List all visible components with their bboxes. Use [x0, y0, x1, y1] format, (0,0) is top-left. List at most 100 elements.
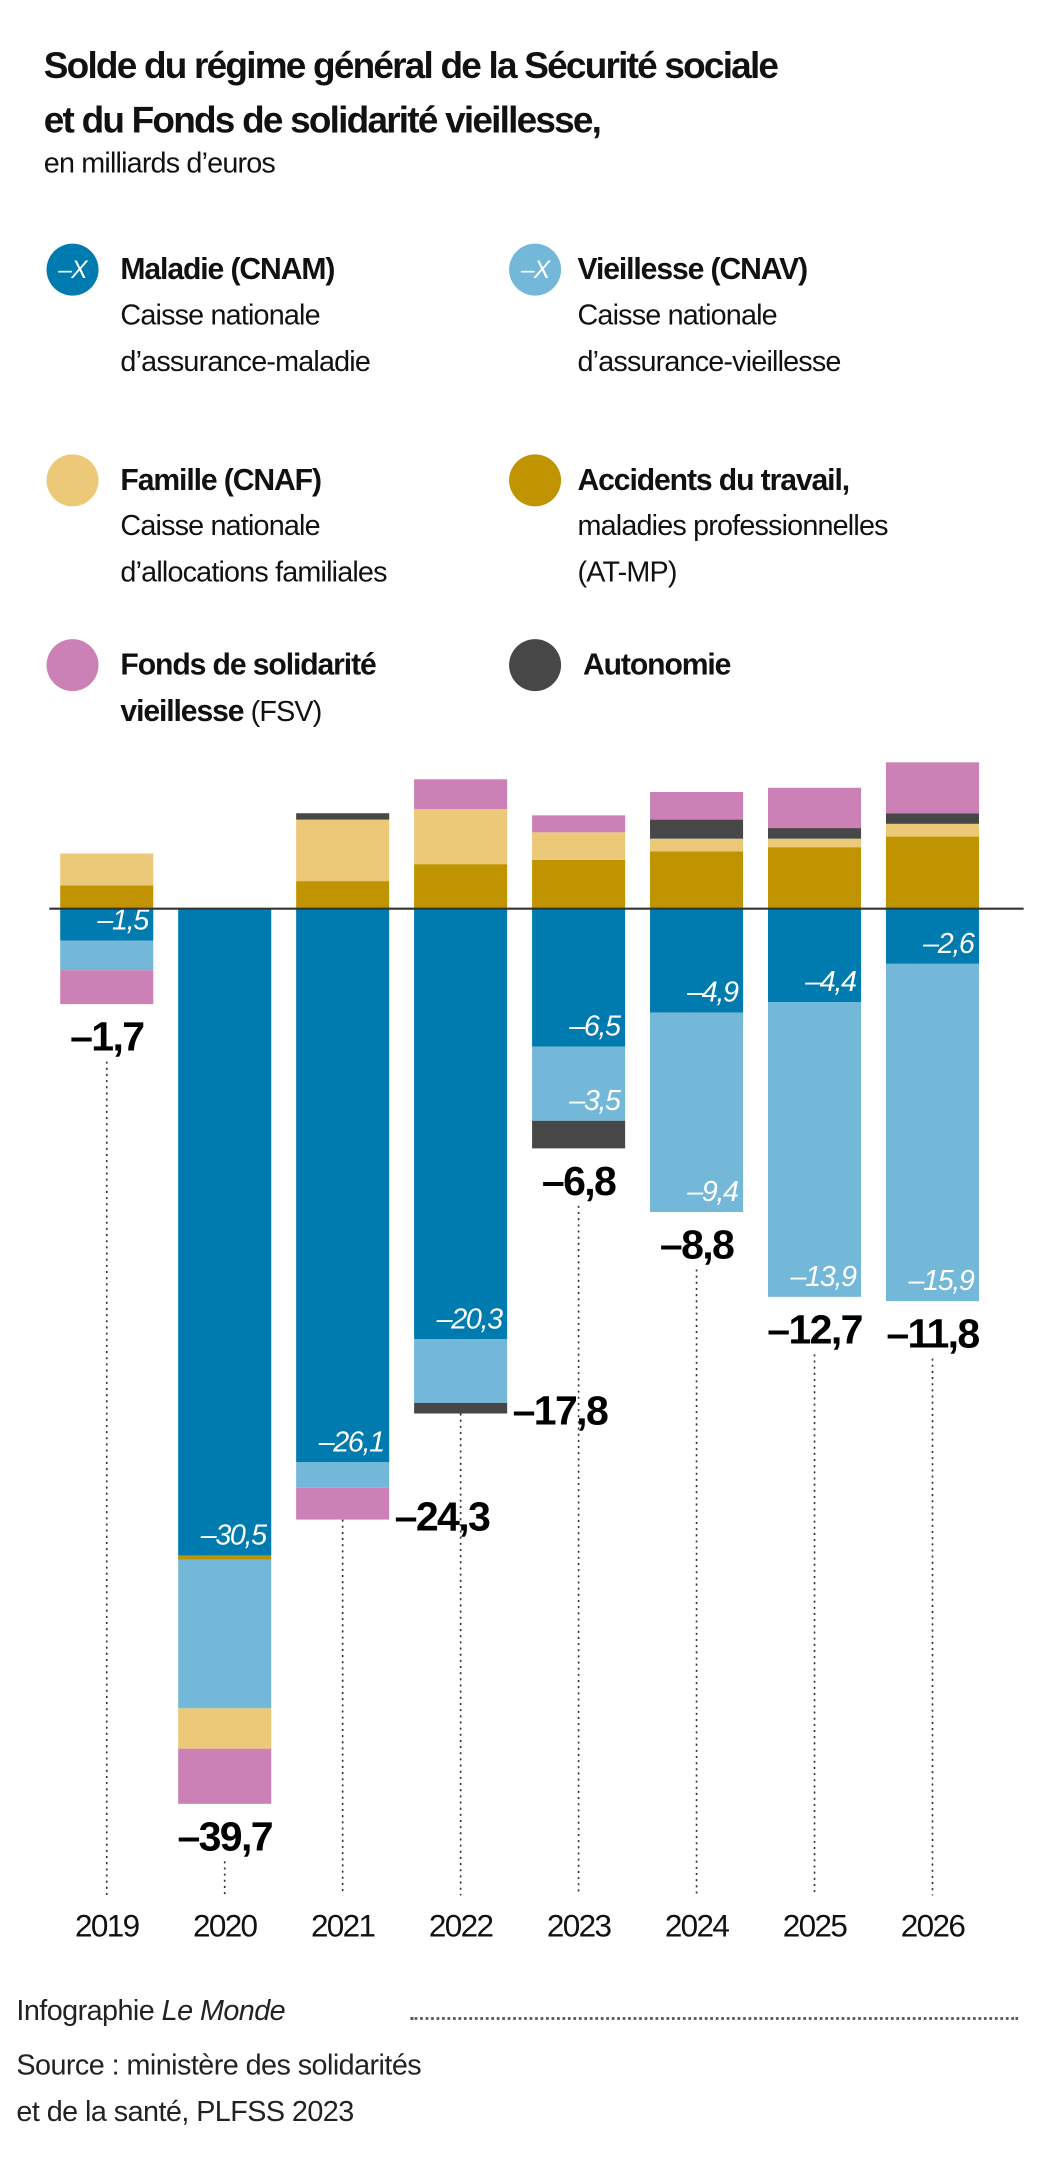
- bar-segment-fsv-2024: [650, 792, 744, 820]
- x-tick-label-2021: 2021: [311, 1908, 375, 1943]
- bar-segment-cnav-2019: [60, 940, 154, 971]
- bar-segment-fsv-2020: [178, 1748, 272, 1804]
- chart-subtitle: en milliards d’euros: [43, 147, 276, 180]
- bar-segment-fsv-2025: [767, 787, 862, 829]
- atmp-swatch-icon: [509, 454, 562, 507]
- bar-segment-auto-2025: [767, 828, 862, 839]
- autonomie-swatch-icon: [509, 639, 562, 692]
- title-line-1: Solde du régime général de la Sécurité s…: [43, 45, 779, 87]
- fsv-swatch-icon: [46, 639, 99, 692]
- bar-segment-auto-2023: [532, 1120, 626, 1149]
- bar-segment-cnaf-2024: [650, 838, 744, 852]
- legend-desc: Caisse nationale: [120, 510, 320, 542]
- segment-label-cnam-2026: –2,6: [922, 928, 975, 960]
- credit: Infographie Le Monde: [16, 1995, 285, 2028]
- cnam-swatch-icon: –X: [46, 243, 99, 296]
- bar-segment-cnam-2020: [178, 908, 272, 1556]
- segment-label-cnam-2019: –1,5: [96, 905, 150, 937]
- bar-segment-cnam-2022: [414, 908, 508, 1340]
- legend-label: Maladie (CNAM): [120, 251, 335, 287]
- bar-segment-cnav-2022: [414, 1339, 508, 1403]
- total-label-2021: –24,3: [395, 1494, 490, 1540]
- segment-label-cnam-2021: –26,1: [318, 1426, 384, 1458]
- bar-segment-cnav-2023: [532, 1046, 626, 1121]
- segment-label-cnav-2024: –9,4: [686, 1176, 738, 1208]
- segment-label-cnav-2026: –15,9: [908, 1265, 975, 1297]
- bar-segment-cnaf-2025: [767, 838, 862, 848]
- source-line-2: et de la santé, PLFSS 2023: [16, 2096, 354, 2129]
- cnaf-swatch-icon: [46, 454, 99, 507]
- total-label-2026: –11,8: [886, 1311, 979, 1357]
- bar-segment-cnaf-2023: [532, 832, 626, 860]
- bar-segment-cnaf-2020: [178, 1708, 272, 1749]
- legend-label: Vieillesse (CNAV): [577, 251, 809, 287]
- x-tick-label-2024: 2024: [665, 1908, 730, 1943]
- legend-label: Famille (CNAF): [120, 462, 322, 497]
- x-tick-label-2025: 2025: [783, 1908, 848, 1943]
- legend-item-cnaf: Famille (CNAF) Caisse nationale d’alloca…: [46, 454, 387, 597]
- total-label-2019: –1,7: [70, 1014, 144, 1060]
- bar-segment-atmp-2026: [885, 836, 980, 909]
- bar-segment-cnam-2025: [767, 908, 862, 1003]
- bar-segment-cnaf-2022: [414, 808, 508, 865]
- segment-label-cnam-2023: –6,5: [568, 1011, 622, 1043]
- bar-segment-cnav-2021: [296, 1462, 390, 1488]
- bar-segment-cnam-2026: [885, 908, 980, 964]
- bar-segment-cnaf-2026: [885, 823, 980, 837]
- segment-label-cnam-2025: –4,4: [804, 966, 856, 998]
- legend-label: vieillesse: [120, 693, 244, 729]
- bar-segment-auto-2026: [885, 813, 980, 824]
- chart-title: Solde du régime général de la Sécurité s…: [44, 38, 1043, 147]
- total-label-2024: –8,8: [660, 1222, 734, 1268]
- legend-label: Fonds de solidarité: [120, 647, 376, 682]
- total-label-2022: –17,8: [513, 1387, 608, 1433]
- bar-segment-atmp-2020: [178, 1555, 272, 1560]
- legend-label: Accidents du travail,: [577, 462, 851, 497]
- x-tick-label-2019: 2019: [75, 1908, 140, 1943]
- bar-segment-atmp-2021: [296, 881, 390, 909]
- total-label-2025: –12,7: [767, 1306, 862, 1352]
- legend-item-autonomie: Autonomie: [509, 639, 731, 692]
- bar-segment-fsv-2021: [296, 1487, 390, 1520]
- bar-segment-fsv-2023: [532, 815, 626, 833]
- credit-divider: [410, 2017, 1019, 2020]
- bar-segment-atmp-2019: [60, 885, 154, 909]
- legend-desc: d’assurance-vieillesse: [577, 346, 842, 378]
- legend-desc: d’assurance-maladie: [120, 346, 371, 378]
- segment-label-cnav-2023: –3,5: [568, 1085, 622, 1117]
- x-tick-label-2023: 2023: [547, 1908, 612, 1943]
- bar-segment-cnam-2023: [532, 908, 626, 1047]
- total-label-2020: –39,7: [177, 1813, 272, 1859]
- legend-item-cnav: –X Vieillesse (CNAV) Caisse nationale d’…: [509, 243, 842, 386]
- bar-segment-atmp-2025: [767, 847, 862, 909]
- bar-segment-atmp-2024: [650, 851, 744, 909]
- bar-segment-cnaf-2019: [60, 853, 154, 886]
- bar-segment-cnam-2021: [296, 908, 390, 1463]
- bar-segment-cnav-2024: [650, 1012, 744, 1213]
- legend-desc: (FSV): [243, 696, 323, 729]
- source-line-1: Source : ministère des solidarités: [16, 2049, 422, 2082]
- bar-segment-cnam-2019: [60, 908, 154, 941]
- x-tick-label-2026: 2026: [901, 1908, 966, 1943]
- legend-desc: d’allocations familiales: [120, 556, 387, 589]
- bar-segment-atmp-2023: [532, 859, 626, 909]
- bar-segment-fsv-2026: [885, 762, 980, 814]
- bar-segment-cnav-2025: [767, 1002, 862, 1297]
- credit-brand: Le Monde: [161, 1995, 286, 2027]
- segment-label-cnav-2025: –13,9: [790, 1261, 857, 1293]
- segment-label-cnam-2020: –30,5: [200, 1520, 268, 1552]
- legend-desc: (AT-MP): [577, 556, 678, 589]
- legend-desc: Caisse nationale: [120, 299, 320, 332]
- bar-segment-atmp-2022: [414, 864, 508, 909]
- bar-segment-fsv-2019: [60, 970, 154, 1005]
- bar-segment-auto-2024: [650, 819, 744, 839]
- legend-desc: Caisse nationale: [577, 299, 778, 332]
- bar-segment-cnaf-2021: [296, 819, 390, 882]
- bar-segment-fsv-2022: [414, 779, 508, 809]
- bar-segment-auto-2021: [296, 813, 390, 820]
- legend-item-atmp: Accidents du travail, maladies professio…: [509, 454, 888, 597]
- cnav-swatch-icon: –X: [509, 243, 562, 296]
- total-label-2023: –6,8: [542, 1158, 616, 1204]
